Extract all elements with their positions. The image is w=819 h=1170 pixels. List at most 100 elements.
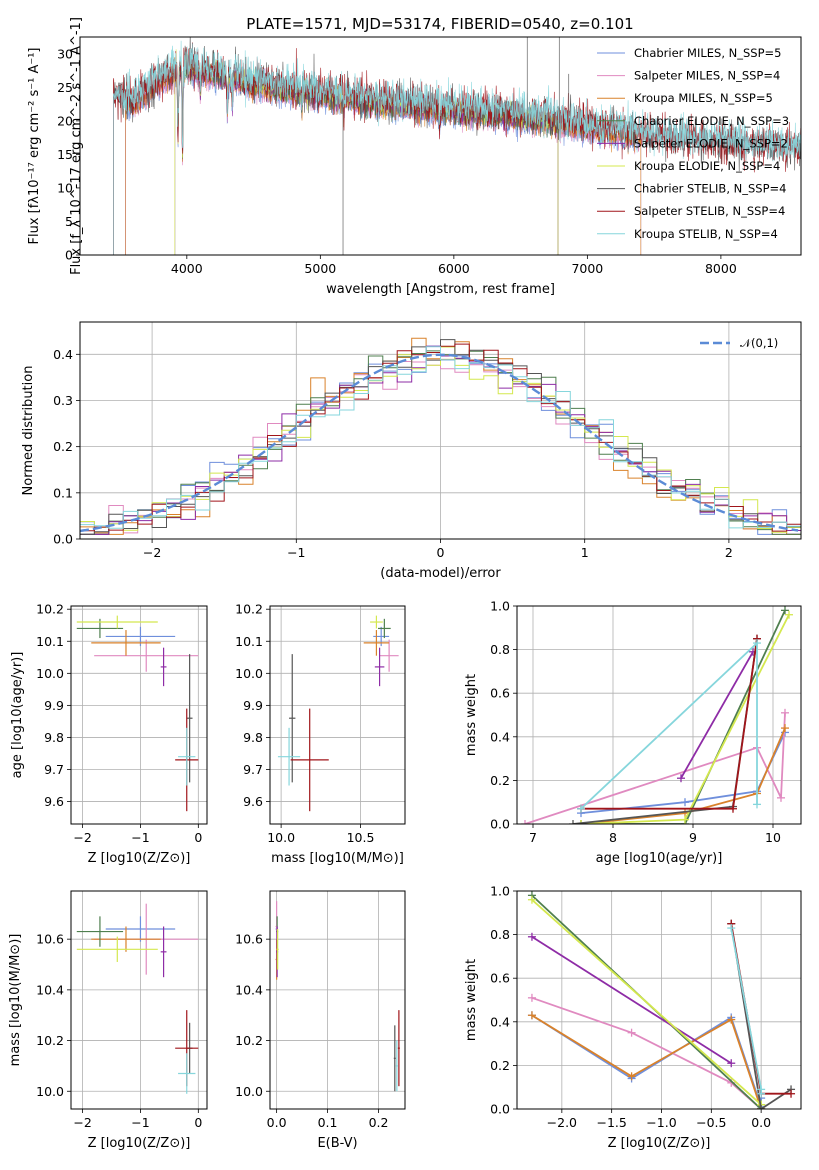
legend-label: Salpeter ELODIE, N_SSP=2 — [634, 136, 788, 150]
x-tick-label: 0 — [194, 830, 202, 845]
residuals-panel: −2 −1 0 1 2 0.0 0.1 0.2 0.3 0.4 (data-model)/error… — [21, 321, 802, 581]
weight-marker — [527, 895, 536, 904]
weight-lines — [521, 606, 793, 824]
y-tick-label: 0.4 — [53, 347, 73, 362]
errorbar-point — [379, 639, 399, 672]
weight-marker — [781, 708, 789, 717]
z-mass-panel: −2 −1 0 10.0 10.2 10.4 10.6 Z [log10(Z/Z⊙)] mass… — [8, 890, 208, 1151]
age-weight-panel: 7 8 9 10 0.0 0.2 0.4 0.6 0.8 1.0 age [log10(age/yr… — [464, 599, 802, 866]
y-tick-label: 10.0 — [235, 1084, 263, 1099]
axes-frame — [269, 605, 406, 825]
weight-marker — [753, 800, 761, 809]
x-axis-label: age [log10(age/yr)] — [596, 851, 723, 866]
errorbar-point — [91, 630, 161, 656]
errorbar-point — [363, 630, 390, 656]
y-tick-label: 0.1 — [53, 485, 73, 500]
legend-label: Kroupa ELODIE, N_SSP=4 — [634, 159, 780, 173]
y-tick-label: 10.6 — [36, 932, 64, 947]
x-tick-label: −1 — [131, 1115, 149, 1130]
y-tick-label: 9.9 — [243, 698, 263, 713]
y-tick-label: 25 — [57, 80, 73, 95]
errorbar-point — [277, 727, 301, 786]
x-tick-label: −2 — [143, 545, 161, 560]
errorbars — [76, 903, 199, 1094]
legend-label: Salpeter STELIB, N_SSP=4 — [634, 204, 785, 218]
y-axis-label: Flux [f_λ 10^-17 erg cm^-2 s^-1 A^-1] — [69, 17, 84, 275]
y-tick-label: 9.9 — [44, 698, 64, 713]
errorbar-point — [276, 929, 279, 970]
axes-frame — [70, 605, 208, 825]
errorbar-point — [378, 618, 391, 639]
y-tick-label: 0.3 — [53, 393, 73, 408]
weight-marker — [627, 1028, 636, 1037]
x-axis-label: Z [log10(Z/Z⊙)] — [608, 1136, 711, 1151]
x-axis-label: (data-model)/error — [380, 566, 501, 581]
errorbar-point — [94, 639, 199, 672]
errorbar-point — [290, 708, 329, 812]
x-tick-label: 0.2 — [369, 1115, 389, 1130]
spectrum-model-line — [125, 60, 642, 255]
errorbar-point — [76, 936, 158, 962]
mass-age-panel: 10.0 10.5 9.6 9.7 9.8 9.9 10.0 10.1 10.2 mass [lo… — [235, 602, 406, 866]
spectrum-lines — [113, 37, 801, 255]
legend-label: Salpeter MILES, N_SSP=4 — [634, 69, 780, 83]
spectrum-model-line — [113, 40, 801, 255]
errorbars — [275, 901, 400, 1092]
weight-marker — [781, 606, 789, 615]
weight-line — [524, 712, 786, 824]
x-tick-label: −2 — [73, 1115, 91, 1130]
y-tick-label: 20 — [57, 113, 73, 128]
errorbar-point — [160, 647, 167, 687]
x-tick-label: 0 — [437, 545, 445, 560]
x-tick-label: 7 — [529, 830, 537, 845]
y-tick-label: 10.6 — [235, 932, 263, 947]
y-tick-label: 10.2 — [36, 1033, 64, 1048]
ebv-mass-panel: 0.0 0.1 0.2 10.0 10.2 10.4 10.6 E(B-V) — [235, 890, 406, 1151]
y-tick-label: 9.8 — [243, 730, 263, 745]
y-tick-label: 0.0 — [53, 532, 73, 547]
x-axis-label: E(B-V) — [317, 1136, 357, 1151]
x-tick-label: 1 — [581, 545, 589, 560]
legend: 𝒩(0,1) — [700, 336, 778, 350]
errorbar-point — [370, 615, 383, 629]
weight-marker — [787, 1089, 796, 1098]
weight-line — [531, 936, 732, 1064]
x-tick-label: 0.0 — [267, 1115, 287, 1130]
legend-label: Kroupa STELIB, N_SSP=4 — [634, 227, 778, 241]
y-tick-label: 0.2 — [490, 773, 510, 788]
y-axis-label: mass weight — [464, 959, 479, 1041]
x-tick-label: −2 — [73, 830, 91, 845]
z-weight-panel: −2.0 −1.5 −1.0 −0.5 0.0 0.0 0.2 0.4 0.6 0.8 1.0 Z [… — [464, 884, 802, 1151]
weight-marker — [757, 1089, 766, 1098]
y-tick-label: 10 — [57, 180, 73, 195]
y-tick-label: 10.0 — [36, 1084, 64, 1099]
histogram-step — [80, 346, 801, 529]
y-axis-label: mass [log10(M/M⊙)] — [8, 934, 23, 1067]
y-tick-label: 30 — [57, 46, 73, 61]
y-tick-label: 9.7 — [243, 762, 263, 777]
weight-marker — [757, 1105, 766, 1109]
y-tick-label: 0.4 — [490, 1014, 510, 1029]
weight-line — [680, 651, 754, 779]
y-tick-label: 0.8 — [490, 642, 510, 657]
y-tick-label: 0.4 — [490, 729, 510, 744]
weight-marker — [577, 804, 585, 813]
weight-marker — [681, 815, 689, 824]
x-tick-label: −0.5 — [696, 1115, 726, 1130]
x-axis-label: wavelength [Angstrom, rest frame] — [326, 282, 555, 297]
y-axis-label: age [log10(age/yr)] — [10, 652, 25, 779]
errorbar-point — [76, 916, 124, 947]
x-tick-label: 0.0 — [751, 1115, 771, 1130]
y-tick-label: 9.6 — [44, 794, 64, 809]
weight-marker — [527, 993, 536, 1002]
x-tick-label: 8 — [609, 830, 617, 845]
weight-line — [531, 1014, 762, 1109]
y-tick-label: 10.4 — [235, 982, 263, 997]
weight-lines — [527, 891, 796, 1109]
y-tick-label: 10.2 — [235, 602, 263, 617]
weight-line — [730, 927, 762, 1094]
y-axis-label: Flux [fλ10⁻¹⁷ erg cm⁻² s⁻¹ A⁻¹] — [27, 48, 42, 245]
y-tick-label: 0.2 — [490, 1058, 510, 1073]
y-tick-label: 9.8 — [44, 730, 64, 745]
